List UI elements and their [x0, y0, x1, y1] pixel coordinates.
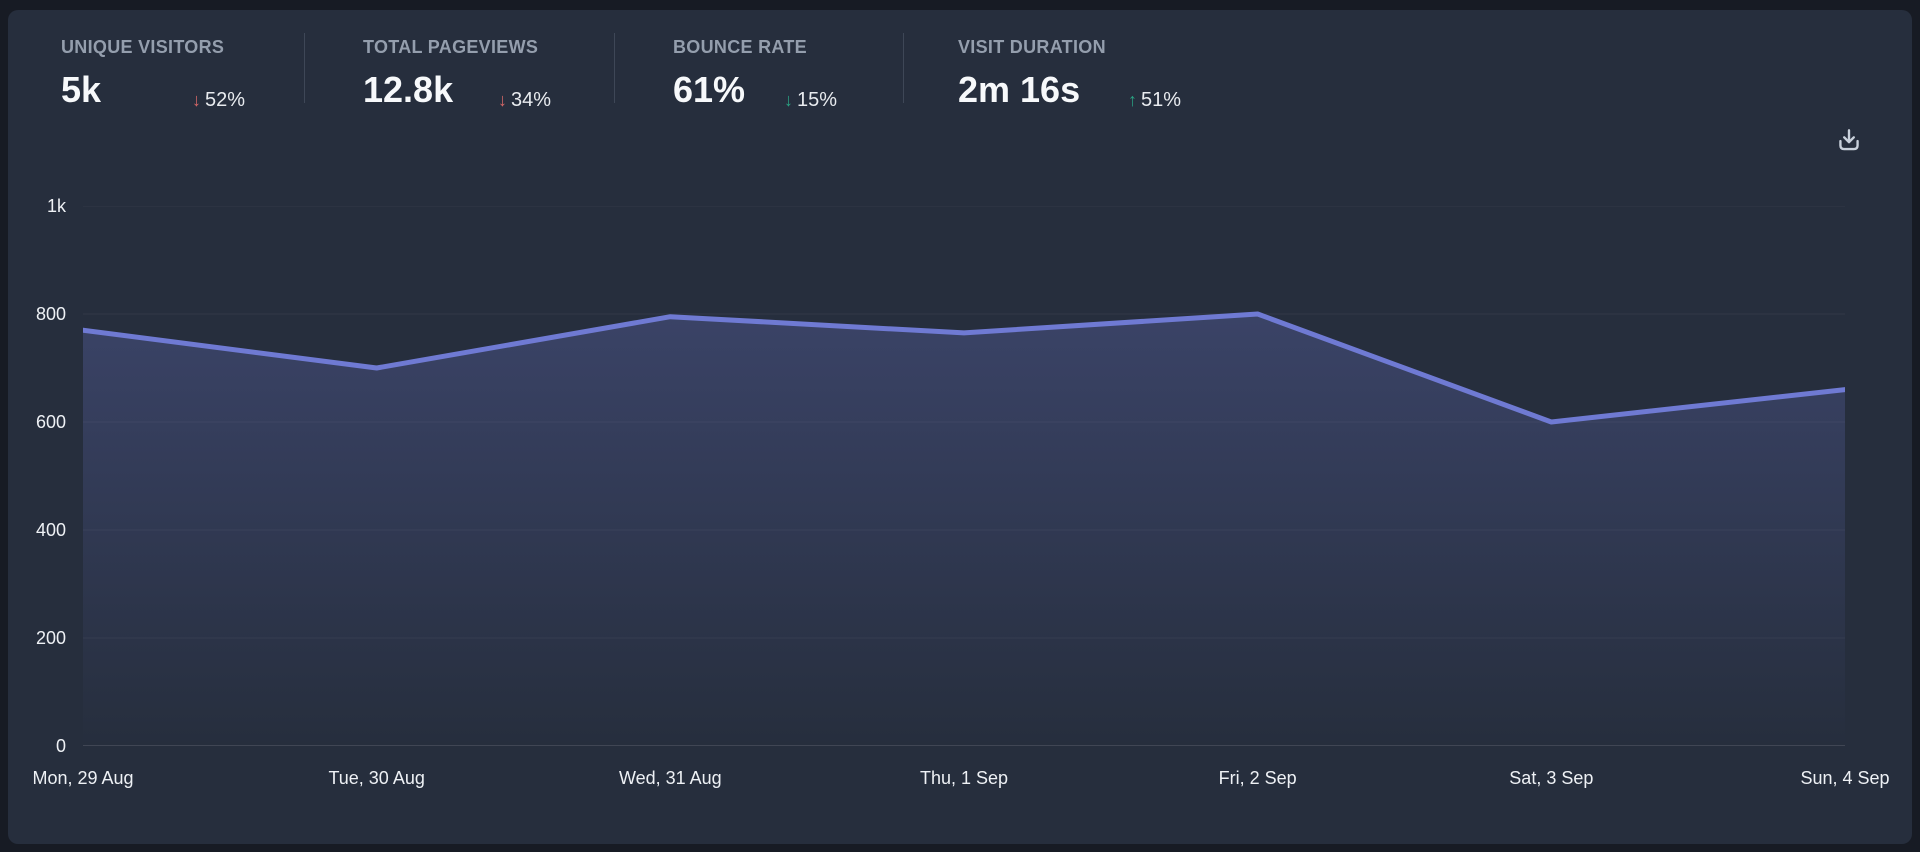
chart-plot-area[interactable] — [83, 206, 1845, 746]
x-tick-label: Tue, 30 Aug — [328, 768, 425, 788]
stat-label: UNIQUE VISITORS — [61, 37, 225, 57]
chart-line — [83, 311, 1845, 425]
y-tick-label: 0 — [55, 736, 66, 756]
download-icon — [1839, 129, 1859, 151]
stat-change-value: 34% — [511, 89, 552, 111]
stat-change-value: 51% — [1141, 89, 1182, 111]
visitors-chart: 0 200 400 600 800 1k Mon, 29 Aug Tue, 30 Aug We… — [8, 10, 1912, 844]
x-tick-label: Sun, 4 Sep — [1800, 768, 1890, 788]
stat-value: 5k — [61, 69, 102, 110]
arrow-up-icon: ↑ — [1128, 90, 1137, 110]
x-tick-label: Sat, 3 Sep — [1509, 768, 1594, 788]
stat-value: 12.8k — [363, 69, 454, 110]
y-tick-label: 200 — [35, 628, 66, 648]
x-tick-label: Thu, 1 Sep — [919, 768, 1009, 788]
stat-change-value: 15% — [797, 89, 838, 111]
stat-unique-visitors[interactable]: UNIQUE VISITORS 5k ↓ 52% — [8, 10, 304, 112]
x-tick-label: Wed, 31 Aug — [618, 768, 722, 788]
download-button[interactable] — [1834, 124, 1866, 156]
chart-area-fill — [83, 314, 1845, 746]
stat-label: VISIT DURATION — [958, 37, 1106, 57]
stat-change: ↓ 15% — [784, 89, 837, 112]
arrow-down-icon: ↓ — [192, 90, 201, 110]
arrow-down-icon: ↓ — [784, 90, 793, 110]
stat-change: ↓ 52% — [192, 89, 245, 112]
stat-change-value: 52% — [205, 89, 246, 111]
stat-change: ↓ 34% — [498, 89, 551, 112]
top-stats-row: UNIQUE VISITORS 5k ↓ 52% TOTAL PAGEVIEWS … — [8, 10, 1912, 122]
y-tick-label: 400 — [35, 520, 66, 540]
stat-divider — [304, 33, 305, 103]
stat-value: 61% — [673, 69, 746, 110]
stat-divider — [903, 33, 904, 103]
y-tick-label: 1k — [46, 196, 66, 216]
arrow-down-icon: ↓ — [498, 90, 507, 110]
stat-change: ↑ 51% — [1128, 89, 1181, 112]
analytics-panel: UNIQUE VISITORS 5k ↓ 52% TOTAL PAGEVIEWS … — [8, 10, 1912, 844]
stat-bounce-rate[interactable]: BOUNCE RATE 61% ↓ 15% — [615, 10, 903, 112]
stat-divider — [614, 33, 615, 103]
stat-total-pageviews[interactable]: TOTAL PAGEVIEWS 12.8k ↓ 34% — [305, 10, 614, 112]
y-tick-label: 800 — [35, 304, 66, 324]
stat-value: 2m 16s — [958, 69, 1081, 110]
stat-label: TOTAL PAGEVIEWS — [363, 37, 539, 57]
y-tick-label: 600 — [35, 412, 66, 432]
stat-visit-duration[interactable]: VISIT DURATION 2m 16s ↑ 51% — [904, 10, 1264, 112]
x-tick-label: Mon, 29 Aug — [32, 768, 134, 788]
stat-label: BOUNCE RATE — [673, 37, 807, 57]
x-tick-label: Fri, 2 Sep — [1218, 768, 1297, 788]
